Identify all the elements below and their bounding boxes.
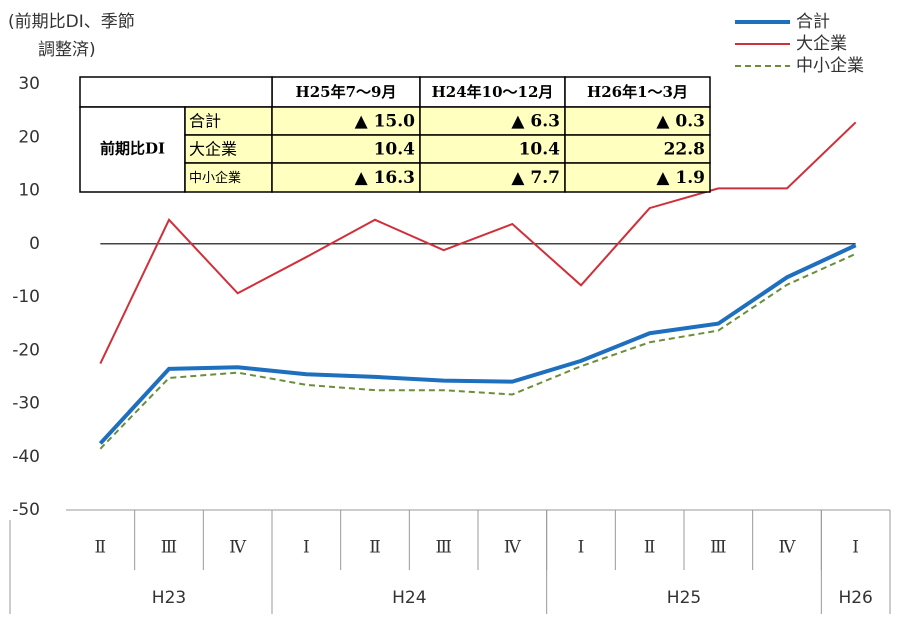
y-tick-label: 10 <box>18 181 40 201</box>
y-tick-label: 30 <box>18 74 40 94</box>
y-tick-label: -10 <box>12 287 40 307</box>
table-value: ▲ 1.9 <box>656 168 705 188</box>
table-header: H24年10～12月 <box>432 83 554 101</box>
x-tick-label: Ⅰ <box>303 538 310 558</box>
table-cell <box>564 162 711 193</box>
legend-label: 中小企業 <box>796 56 864 76</box>
table-cell <box>419 76 566 108</box>
series-line <box>99 121 857 364</box>
table-cell <box>419 106 566 136</box>
table-header: H25年7～9月 <box>296 83 397 101</box>
table-value: ▲ 16.3 <box>355 168 415 188</box>
y-tick-label: -50 <box>12 500 40 520</box>
x-tick-label: Ⅲ <box>161 538 177 558</box>
table-header: H26年1～3月 <box>587 83 688 101</box>
y-tick-label: -40 <box>12 447 40 467</box>
y-axis-label: 調整済) <box>38 40 96 60</box>
table-value: ▲ 7.7 <box>511 168 560 188</box>
y-tick-label: -30 <box>12 394 40 414</box>
table-value: 22.8 <box>664 140 705 160</box>
table-value: ▲ 15.0 <box>355 112 416 132</box>
table-cell <box>271 106 421 136</box>
y-axis-label: (前期比DI、季節 <box>8 12 135 32</box>
x-tick-label: Ⅰ <box>578 538 585 558</box>
series-line <box>99 252 857 450</box>
legend-label: 大企業 <box>796 34 847 54</box>
x-tick-label: Ⅳ <box>229 538 247 558</box>
group-label: H24 <box>392 588 426 608</box>
table-value: 10.4 <box>374 140 416 160</box>
table-value: ▲ 0.3 <box>656 112 705 132</box>
table-cell <box>271 134 421 164</box>
x-tick-label: Ⅳ <box>504 538 522 558</box>
group-label: H25 <box>667 588 701 608</box>
x-tick-label: Ⅱ <box>644 538 656 558</box>
table-cell <box>564 106 711 136</box>
y-tick-label: -20 <box>12 340 40 360</box>
x-tick-label: Ⅲ <box>710 538 726 558</box>
table-sub-label: 中小企業 <box>189 170 241 186</box>
table-cell <box>79 76 273 108</box>
y-tick-label: 0 <box>29 234 40 254</box>
table-sub-label: 大企業 <box>189 140 237 159</box>
legend-label: 合計 <box>796 12 830 32</box>
y-tick-label: 20 <box>18 127 40 147</box>
table-cell <box>564 134 711 164</box>
x-tick-label: Ⅲ <box>435 538 451 558</box>
x-tick-label: Ⅱ <box>95 538 107 558</box>
x-tick-label: Ⅱ <box>369 538 381 558</box>
table-row-label: 前期比DI <box>100 140 165 158</box>
x-tick-label: Ⅳ <box>779 538 797 558</box>
group-label: H26 <box>838 588 872 608</box>
table-value: 10.4 <box>519 140 561 160</box>
group-label: H23 <box>152 588 186 608</box>
table-cell <box>419 162 566 193</box>
table-cell <box>271 162 421 193</box>
table-sub-label: 合計 <box>189 112 221 131</box>
series-line <box>98 243 857 445</box>
table-cell <box>564 76 711 108</box>
table-value: ▲ 6.3 <box>511 112 560 132</box>
x-tick-label: Ⅰ <box>852 538 859 558</box>
